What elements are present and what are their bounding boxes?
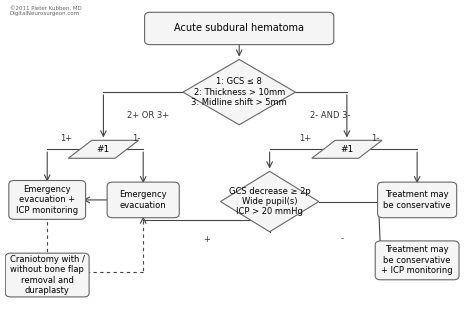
Text: +: + bbox=[203, 235, 210, 244]
Text: GCS decrease ≥ 2p
Wide pupil(s)
ICP > 20 mmHg: GCS decrease ≥ 2p Wide pupil(s) ICP > 20… bbox=[229, 187, 310, 216]
FancyBboxPatch shape bbox=[378, 182, 456, 218]
Polygon shape bbox=[183, 59, 295, 125]
Text: #1: #1 bbox=[97, 145, 110, 154]
Text: 2- AND 3-: 2- AND 3- bbox=[310, 112, 351, 120]
FancyBboxPatch shape bbox=[145, 12, 334, 45]
Polygon shape bbox=[312, 140, 382, 158]
FancyBboxPatch shape bbox=[9, 180, 86, 219]
Text: 1+: 1+ bbox=[299, 134, 311, 143]
Text: #1: #1 bbox=[340, 145, 354, 154]
Text: Treatment may
be conservative: Treatment may be conservative bbox=[383, 190, 451, 210]
Text: Acute subdural hematoma: Acute subdural hematoma bbox=[174, 24, 304, 33]
Polygon shape bbox=[220, 171, 319, 232]
Text: Treatment may
be conservative
+ ICP monitoring: Treatment may be conservative + ICP moni… bbox=[381, 245, 453, 275]
FancyBboxPatch shape bbox=[5, 253, 89, 297]
Text: 2+ OR 3+: 2+ OR 3+ bbox=[127, 112, 169, 120]
Text: 1+: 1+ bbox=[60, 134, 72, 143]
FancyBboxPatch shape bbox=[107, 182, 179, 218]
Polygon shape bbox=[68, 140, 138, 158]
Text: Craniotomy with /
without bone flap
removal and
duraplasty: Craniotomy with / without bone flap remo… bbox=[10, 255, 85, 295]
Text: Emergency
evacuation: Emergency evacuation bbox=[119, 190, 167, 210]
FancyBboxPatch shape bbox=[375, 241, 459, 280]
Text: 1-: 1- bbox=[132, 134, 140, 143]
Text: Emergency
evacuation +
ICP monitoring: Emergency evacuation + ICP monitoring bbox=[16, 185, 78, 215]
Text: 1-: 1- bbox=[371, 134, 379, 143]
Text: 1: GCS ≤ 8
2: Thickness > 10mm
3: Midline shift > 5mm: 1: GCS ≤ 8 2: Thickness > 10mm 3: Midlin… bbox=[191, 77, 287, 107]
Text: -: - bbox=[341, 235, 344, 244]
Text: ©2011 Pieter Kubben, MD
DigitalNeurosurgeon.com: ©2011 Pieter Kubben, MD DigitalNeurosurg… bbox=[10, 6, 82, 16]
